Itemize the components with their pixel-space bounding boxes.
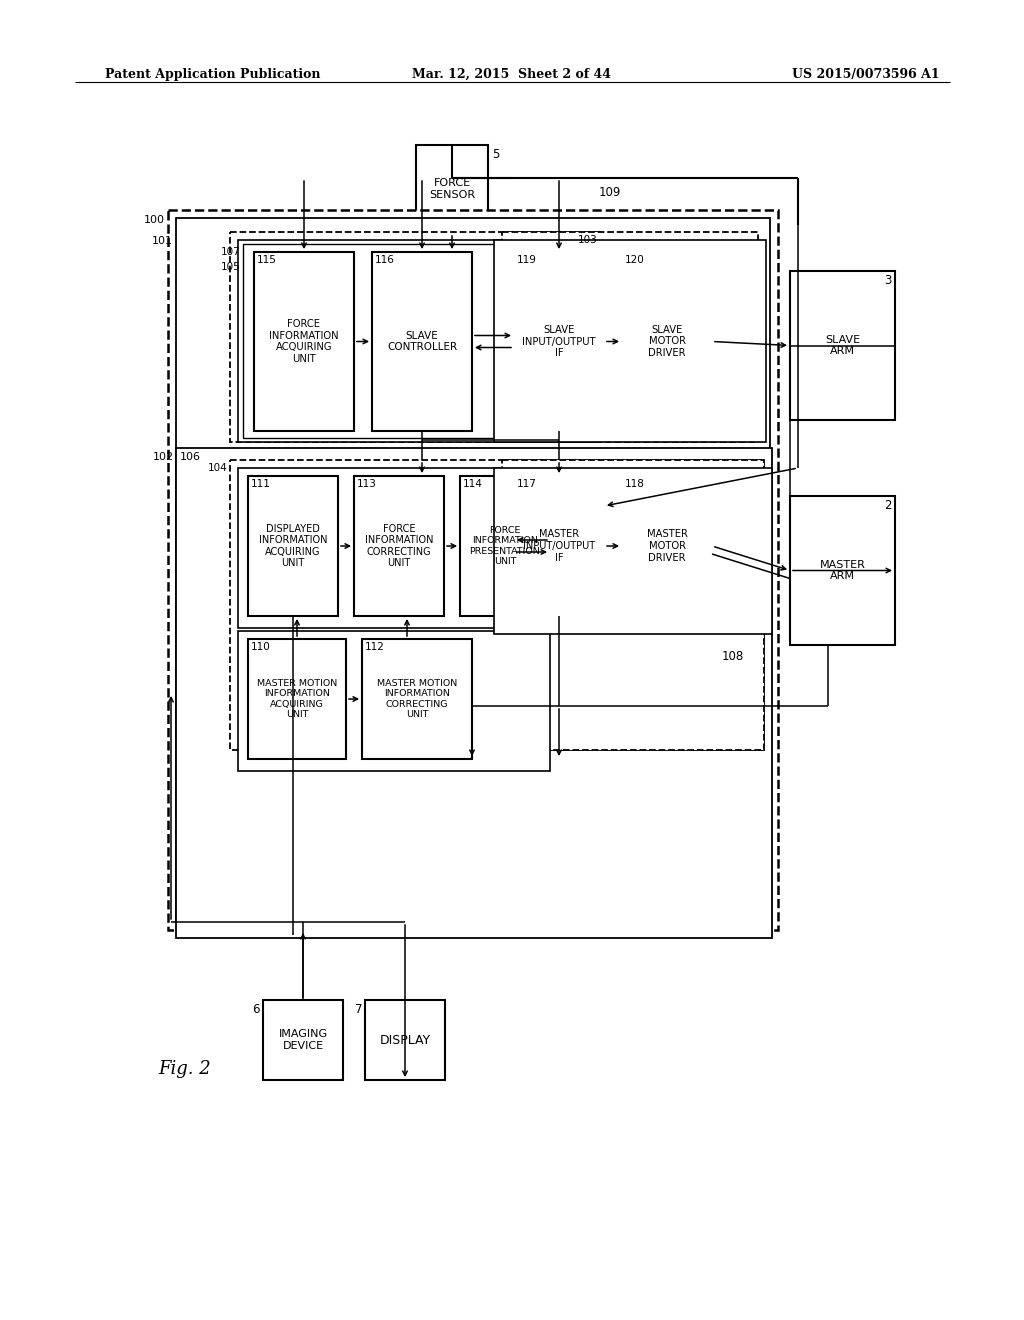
Text: FORCE
INFORMATION
ACQUIRING
UNIT: FORCE INFORMATION ACQUIRING UNIT — [269, 319, 339, 364]
Text: 2: 2 — [885, 499, 892, 512]
Text: 107: 107 — [221, 247, 241, 257]
Text: FORCE
INFORMATION
CORRECTING
UNIT: FORCE INFORMATION CORRECTING UNIT — [365, 524, 433, 569]
Text: SLAVE
INPUT/OUTPUT
IF: SLAVE INPUT/OUTPUT IF — [522, 325, 596, 358]
Text: Patent Application Publication: Patent Application Publication — [105, 69, 321, 81]
Bar — [502, 232, 758, 442]
Bar — [248, 639, 346, 759]
Text: 5: 5 — [492, 148, 500, 161]
Bar — [372, 252, 472, 432]
Bar — [416, 145, 488, 234]
Text: 115: 115 — [257, 255, 276, 265]
Text: 103: 103 — [579, 235, 598, 246]
Text: MASTER
MOTOR
DRIVER: MASTER MOTOR DRIVER — [646, 529, 687, 562]
Text: US 2015/0073596 A1: US 2015/0073596 A1 — [793, 69, 940, 81]
Bar — [514, 252, 604, 432]
Bar — [514, 477, 604, 616]
Text: MASTER MOTION
INFORMATION
ACQUIRING
UNIT: MASTER MOTION INFORMATION ACQUIRING UNIT — [257, 678, 337, 719]
Text: 119: 119 — [517, 255, 537, 265]
Text: 101: 101 — [152, 236, 173, 246]
Bar — [238, 469, 548, 628]
Text: Fig. 2: Fig. 2 — [158, 1060, 211, 1078]
Bar — [622, 252, 712, 432]
Bar — [622, 477, 712, 616]
Bar — [460, 477, 550, 616]
Text: 104: 104 — [208, 463, 228, 473]
Text: MASTER
ARM: MASTER ARM — [819, 560, 865, 581]
Text: FORCE
INFORMATION
PRESENTATION
UNIT: FORCE INFORMATION PRESENTATION UNIT — [470, 525, 541, 566]
Text: 105: 105 — [221, 261, 241, 272]
Text: FORCE
SENSOR: FORCE SENSOR — [429, 178, 475, 199]
Bar — [263, 1001, 343, 1080]
Text: SLAVE
CONTROLLER: SLAVE CONTROLLER — [387, 331, 457, 352]
Bar — [248, 477, 338, 616]
Bar — [502, 459, 764, 750]
Bar — [790, 271, 895, 420]
Text: 102: 102 — [153, 451, 174, 462]
Text: 111: 111 — [251, 479, 271, 488]
Text: 117: 117 — [517, 479, 537, 488]
Text: SLAVE
MOTOR
DRIVER: SLAVE MOTOR DRIVER — [648, 325, 686, 358]
Text: 114: 114 — [463, 479, 483, 488]
Bar — [494, 469, 772, 634]
Text: 118: 118 — [625, 479, 645, 488]
Bar — [354, 477, 444, 616]
Text: 116: 116 — [375, 255, 395, 265]
Text: MASTER
INPUT/OUTPUT
IF: MASTER INPUT/OUTPUT IF — [523, 529, 595, 562]
Text: 120: 120 — [625, 255, 645, 265]
Bar — [254, 252, 354, 432]
Text: 7: 7 — [354, 1003, 362, 1016]
Text: Mar. 12, 2015  Sheet 2 of 44: Mar. 12, 2015 Sheet 2 of 44 — [413, 69, 611, 81]
Bar — [230, 459, 764, 750]
Text: 3: 3 — [885, 275, 892, 286]
Text: 109: 109 — [599, 186, 622, 199]
Text: MASTER MOTION
INFORMATION
CORRECTING
UNIT: MASTER MOTION INFORMATION CORRECTING UNI… — [377, 678, 457, 719]
Text: 106: 106 — [180, 451, 201, 462]
Bar — [168, 210, 778, 931]
Bar — [230, 232, 600, 442]
Bar — [238, 240, 593, 442]
Text: 6: 6 — [253, 1003, 260, 1016]
Bar — [494, 240, 766, 442]
Text: 112: 112 — [365, 642, 385, 652]
Bar — [790, 496, 895, 645]
Bar — [176, 218, 770, 921]
Text: DISPLAY: DISPLAY — [380, 1034, 430, 1047]
Text: IMAGING
DEVICE: IMAGING DEVICE — [279, 1030, 328, 1051]
Bar — [176, 447, 772, 939]
Text: DISPLAYED
INFORMATION
ACQUIRING
UNIT: DISPLAYED INFORMATION ACQUIRING UNIT — [259, 524, 328, 569]
Text: 108: 108 — [722, 649, 744, 663]
Text: 113: 113 — [357, 479, 377, 488]
Bar — [362, 639, 472, 759]
Bar — [365, 1001, 445, 1080]
Text: SLAVE
ARM: SLAVE ARM — [825, 335, 860, 356]
Bar — [243, 244, 583, 438]
Bar — [238, 631, 550, 771]
Text: 100: 100 — [144, 215, 165, 224]
Text: 110: 110 — [251, 642, 270, 652]
